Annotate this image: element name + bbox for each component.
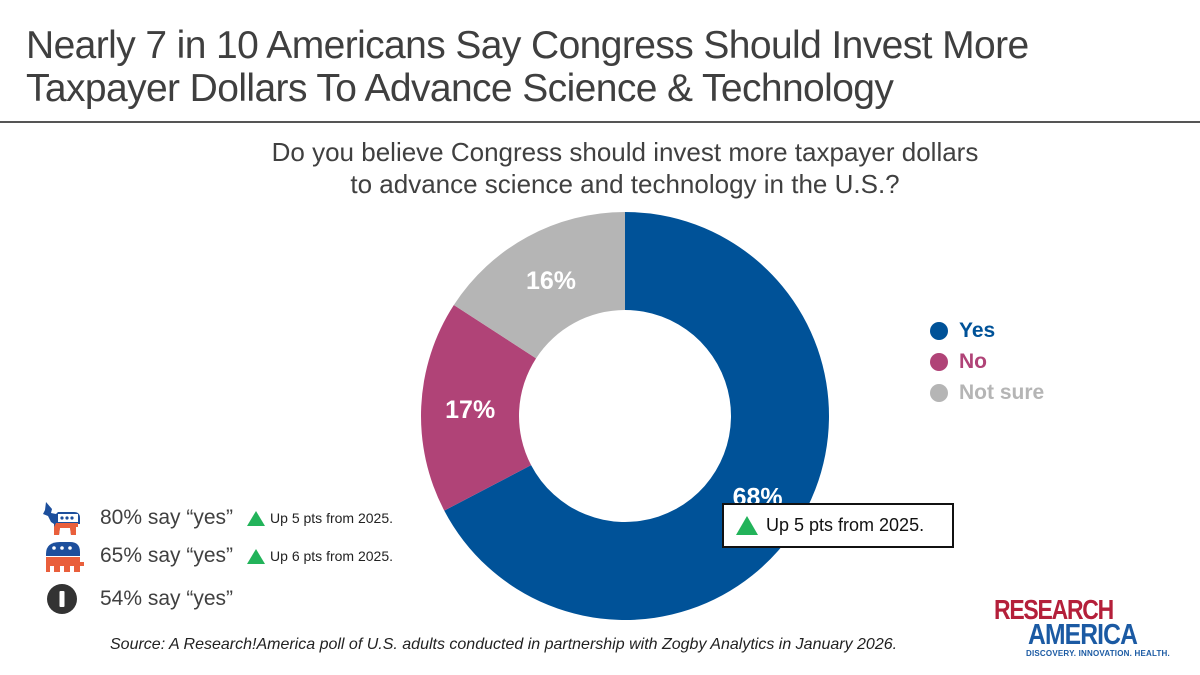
republican-change: Up 6 pts from 2025.: [247, 548, 393, 564]
democrat-change: Up 5 pts from 2025.: [247, 510, 393, 526]
republican-change-text: Up 6 pts from 2025.: [270, 548, 393, 564]
source-note: Source: A Research!America poll of U.S. …: [110, 636, 898, 653]
logo-line-1: RESEARCH: [994, 594, 1114, 625]
chart-legend: Yes No Not sure: [930, 315, 1044, 408]
republican-yes-text: 65% say “yes”: [100, 544, 234, 567]
republican-elephant-icon: [46, 542, 84, 572]
party-row-republicans: 65% say “yes” Up 6 pts from 2025.: [40, 538, 393, 574]
page-title: Nearly 7 in 10 Americans Say Congress Sh…: [26, 24, 1029, 110]
democrat-change-text: Up 5 pts from 2025.: [270, 510, 393, 526]
callout-text: Up 5 pts from 2025.: [766, 515, 925, 535]
data-label-not-sure: 16%: [526, 267, 576, 295]
party-row-independents: 54% say “yes”: [40, 581, 247, 617]
legend-swatch-no: [930, 352, 948, 371]
legend-item-yes: Yes: [930, 315, 1044, 346]
subtitle-line-2: to advance science and technology in the…: [350, 169, 900, 199]
donut-slice-not-sure: [453, 212, 625, 359]
title-divider: [0, 121, 1200, 123]
research-america-logo: RESEARCH AMERICA DISCOVERY. INNOVATION. …: [990, 596, 1170, 668]
party-row-democrats: 80% say “yes” Up 5 pts from 2025.: [40, 500, 393, 536]
legend-swatch-not-sure: [930, 383, 948, 402]
independent-yes-text: 54% say “yes”: [100, 587, 234, 610]
legend-label-not-sure: Not sure: [959, 380, 1045, 404]
democrat-yes-text: 80% say “yes”: [100, 506, 234, 529]
subtitle-line-1: Do you believe Congress should invest mo…: [271, 137, 979, 167]
up-triangle-icon: [247, 510, 266, 526]
yes-change-callout: Up 5 pts from 2025.: [722, 503, 954, 548]
democrat-donkey-icon: [43, 502, 80, 535]
logo-tagline: DISCOVERY. INNOVATION. HEALTH.: [1026, 649, 1170, 658]
legend-item-not-sure: Not sure: [930, 377, 1044, 408]
donut-slice-no: [421, 304, 537, 511]
legend-label-no: No: [959, 349, 987, 373]
legend-label-yes: Yes: [959, 318, 996, 342]
logo-line-2: AMERICA: [1028, 619, 1138, 651]
data-label-no: 17%: [445, 396, 495, 424]
up-triangle-icon: [736, 516, 758, 535]
chart-subtitle: Do you believe Congress should invest mo…: [150, 136, 1100, 200]
legend-swatch-yes: [930, 321, 948, 340]
independent-icon: [47, 584, 77, 614]
legend-item-no: No: [930, 346, 1044, 377]
up-triangle-icon: [247, 548, 266, 564]
